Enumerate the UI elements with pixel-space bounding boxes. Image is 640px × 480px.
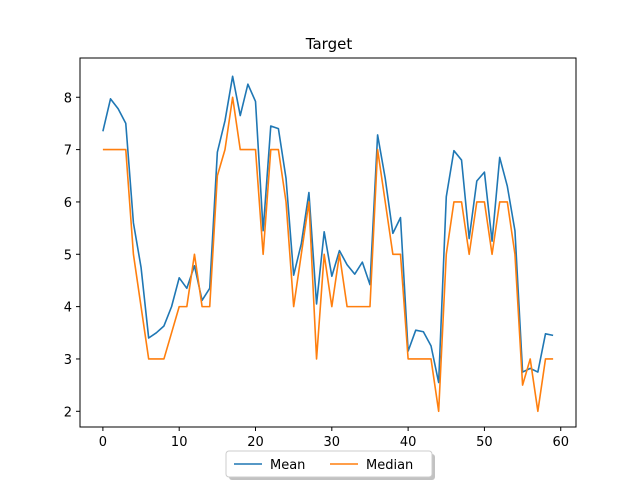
legend: Mean Median — [225, 450, 435, 480]
legend-label-mean: Mean — [270, 458, 305, 473]
y-tick-label: 6 — [64, 196, 72, 211]
x-tick-label: 60 — [552, 435, 569, 450]
y-tick-label: 3 — [64, 353, 72, 368]
x-tick-label: 10 — [171, 435, 188, 450]
y-tick-label: 5 — [64, 248, 72, 263]
y-tick-label: 2 — [64, 405, 72, 420]
legend-box — [225, 450, 433, 478]
x-tick-label: 30 — [324, 435, 341, 450]
y-tick-label: 8 — [64, 91, 72, 106]
y-tick-label: 7 — [64, 144, 72, 159]
series-line-median — [102, 96, 554, 413]
x-tick-label: 0 — [99, 435, 107, 450]
x-tick-label: 40 — [400, 435, 417, 450]
y-axis: 2 3 4 5 6 7 8 — [64, 91, 80, 420]
series-layer — [102, 75, 554, 413]
x-tick-label: 50 — [476, 435, 493, 450]
x-tick-label: 20 — [247, 435, 264, 450]
plot-frame — [79, 57, 577, 428]
chart-title: Target — [305, 35, 353, 53]
legend-label-median: Median — [366, 458, 413, 473]
series-line-mean — [102, 75, 554, 384]
y-tick-label: 4 — [64, 301, 72, 316]
x-axis: 0 10 20 30 40 50 60 — [99, 427, 569, 450]
